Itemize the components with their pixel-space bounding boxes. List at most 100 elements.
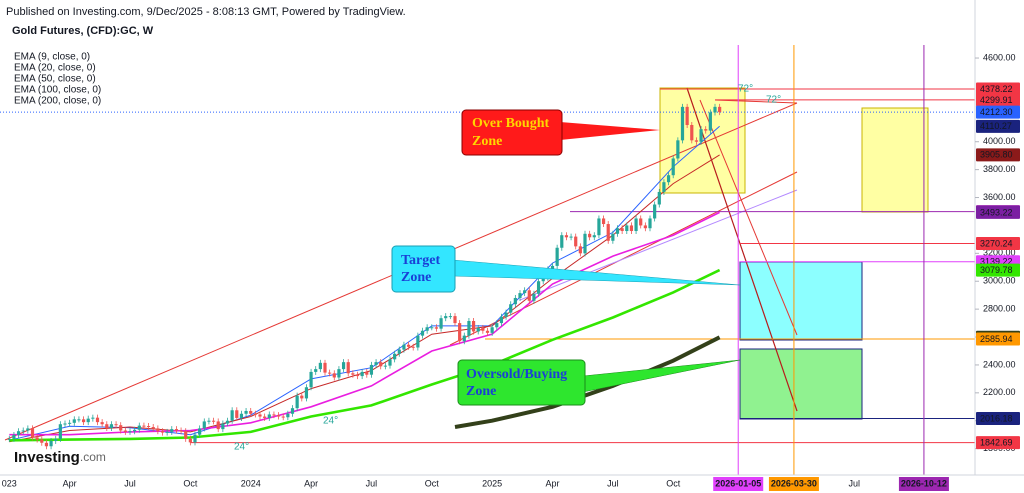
candle-body [708,112,712,131]
candle-body [290,408,295,414]
candle-body [309,371,313,388]
candle-body [63,423,67,425]
candle-body [221,423,225,430]
trendline [519,189,798,301]
callouts: Over Bought Zone Target Zone Oversold/Bu… [234,84,781,453]
candle-body [355,374,360,377]
candle-body [430,327,434,329]
candle-body [685,106,689,125]
logo-name: Investing [14,449,80,466]
candle-body [151,427,155,429]
candle-body [202,421,206,429]
callout-text: Oversold/Buying [466,367,567,382]
candle-body [68,422,72,424]
x-tick-label: Apr [304,478,318,488]
candle-body [156,428,160,432]
candle-body [550,265,555,270]
candle-body [476,327,480,332]
candle-body [481,327,485,331]
y-tick-label: 3600.00 [983,192,1016,202]
candle-body [369,364,374,375]
candle-body [615,228,620,234]
level-label: 4212.30 [980,107,1013,117]
candle-body [16,431,21,435]
candle-body [81,419,86,423]
candle-body [597,218,601,236]
angle-label: 72° [738,84,753,95]
candle-body [109,424,114,428]
candle-body [458,323,462,342]
candle-body [444,316,448,319]
y-tick-label: 2800.00 [983,304,1016,314]
candle-body [137,425,141,430]
candle-body [35,437,39,440]
y-tick-label: 4000.00 [983,136,1016,146]
level-label: 3493.22 [980,207,1013,217]
candle-body [583,233,587,254]
legend-entry: EMA (20, close, 0) [14,63,96,74]
candle-body [351,373,355,375]
candle-body [26,428,30,431]
legend-entry: EMA (100, close, 0) [14,85,101,96]
x-tick-label: Jul [124,478,136,488]
candle-body [467,320,471,336]
candle-body [634,218,638,232]
candle-body [7,438,11,440]
candle-body [662,182,666,192]
chart-title: Gold Futures, (CFD):GC, W [12,25,154,37]
level-label: 4378.22 [980,84,1013,94]
candle-body [639,218,643,226]
ema-line [9,268,721,442]
candle-body [91,417,95,419]
x-tick-label: Oct [183,478,198,488]
candle-body [676,140,680,159]
angle-label: 24° [234,442,249,453]
candle-body [379,362,383,367]
callout-text: Zone [401,270,431,285]
candle-body [453,316,457,324]
angle-label: 72° [766,95,781,106]
level-label-bg [976,105,1020,119]
level-label-bg [976,148,1020,162]
candle-body [541,277,545,282]
candle-body [30,428,35,438]
candle-body [170,429,174,432]
candle-body [569,236,573,238]
candle-body [485,330,490,333]
candle-body [235,410,239,418]
candle-body [211,420,216,422]
candle-body [402,344,406,350]
legend-entry: EMA (50, close, 0) [14,74,96,85]
level-label: 4299.91 [980,95,1013,105]
candle-body [225,420,230,424]
candle-body [606,224,610,241]
candle-body [72,419,76,423]
candle-body [653,204,657,219]
candle-body [207,420,211,422]
candle-body [40,439,44,443]
callout-text: Target [401,253,440,268]
trendline [699,99,798,336]
x-tick-label-bg [768,477,819,491]
candle-body [133,429,137,432]
candle-body [509,304,513,313]
candle-body [532,293,536,301]
candle-body [513,297,517,305]
candle-body [49,440,53,447]
target-box [739,261,863,341]
x-tick-label: 2025 [482,478,502,488]
candle-body [184,431,188,439]
candle-body [286,413,290,418]
candle-body [267,414,271,418]
level-label-bg [976,205,1020,219]
candle-body [128,431,132,433]
candle-body [58,424,62,439]
level-label: 3079.78 [980,265,1013,275]
x-tick-label: 023 [2,478,17,488]
published-note: Published on Investing.com, 9/Dec/2025 -… [6,6,406,18]
candle-body [648,218,652,229]
candle-body [471,320,476,332]
candle-body [448,316,452,318]
candle-body [86,418,90,423]
x-tick-label: 2024 [241,478,261,488]
